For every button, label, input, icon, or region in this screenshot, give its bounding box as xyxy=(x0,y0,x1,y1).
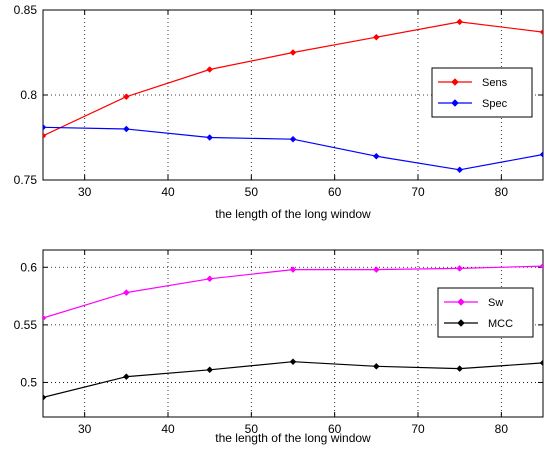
data-point-spec xyxy=(372,152,380,160)
data-point-mcc xyxy=(122,373,130,381)
x-axis-label: the length of the long window xyxy=(215,431,371,445)
data-point-sens xyxy=(456,18,464,26)
x-tick-label: 50 xyxy=(245,185,259,199)
data-point-spec xyxy=(289,135,297,143)
data-point-sens xyxy=(289,49,297,56)
data-point-mcc xyxy=(372,362,380,370)
data-point-sw xyxy=(206,275,214,283)
data-point-mcc xyxy=(456,365,464,372)
legend-label-sens: Sens xyxy=(482,77,508,89)
data-point-spec xyxy=(539,151,543,158)
x-tick-label: 80 xyxy=(495,185,509,199)
legend-marker-sw xyxy=(457,298,465,306)
legend: Sens Spec xyxy=(431,67,533,118)
data-point-mcc xyxy=(289,358,297,366)
legend-box xyxy=(437,287,534,338)
data-point-sw xyxy=(289,266,297,273)
legend-marker-mcc xyxy=(457,319,465,327)
x-tick-label: 60 xyxy=(328,422,342,436)
chart-panel-top: 30 40 50 60 70 80 0.75 0.8 0.85 the length of the… xyxy=(14,3,544,221)
legend: Sw MCC xyxy=(437,287,534,338)
data-point-mcc xyxy=(206,366,214,374)
data-point-spec xyxy=(206,134,214,141)
data-point-spec xyxy=(456,166,464,174)
data-point-spec xyxy=(122,125,130,133)
legend-marker-sens xyxy=(451,78,459,86)
data-point-mcc xyxy=(539,359,543,367)
legend-marker-spec xyxy=(451,99,459,107)
data-point-sens xyxy=(122,93,130,101)
y-tick-label: 0.75 xyxy=(14,173,38,187)
x-tick-label: 30 xyxy=(78,422,92,436)
data-point-sens xyxy=(206,66,214,73)
legend-label-mcc: MCC xyxy=(488,318,513,330)
x-tick-label: 70 xyxy=(411,422,425,436)
y-tick-label: 0.6 xyxy=(20,260,37,274)
data-point-sw xyxy=(539,262,543,270)
legend-label-sw: Sw xyxy=(488,297,503,309)
data-point-sens xyxy=(372,33,380,41)
x-tick-label: 40 xyxy=(161,185,175,199)
data-point-sw xyxy=(43,314,47,322)
x-tick-label: 50 xyxy=(245,422,259,436)
data-point-spec xyxy=(43,123,47,131)
data-point-mcc xyxy=(43,394,47,401)
data-point-sens xyxy=(43,132,47,140)
data-point-sens xyxy=(539,28,543,36)
x-axis-label: the length of the long window xyxy=(215,207,371,221)
y-tick-label: 0.5 xyxy=(20,375,37,389)
data-point-sw xyxy=(122,289,130,296)
legend-label-spec: Spec xyxy=(482,98,508,110)
x-tick-label: 30 xyxy=(78,185,92,199)
y-tick-label: 0.8 xyxy=(20,88,37,102)
x-tick-label: 70 xyxy=(411,185,425,199)
legend-box xyxy=(431,67,533,118)
data-point-sw xyxy=(456,265,464,272)
axes-box xyxy=(42,249,544,418)
x-tick-label: 80 xyxy=(495,422,509,436)
x-tick-label: 40 xyxy=(161,422,175,436)
data-point-sw xyxy=(372,266,380,273)
y-tick-label: 0.55 xyxy=(14,318,38,332)
y-tick-label: 0.85 xyxy=(14,3,38,17)
chart-panel-bottom: 30 40 50 60 70 80 0.5 0.55 0.6 the length of the … xyxy=(14,249,544,445)
x-tick-label: 60 xyxy=(328,185,342,199)
